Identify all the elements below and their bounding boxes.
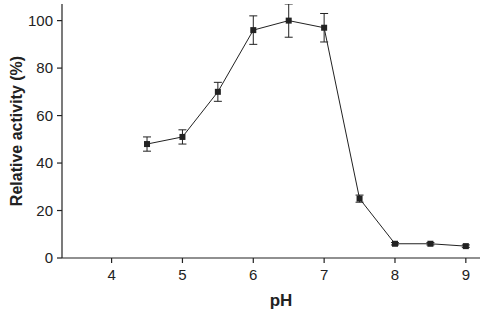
- marker: [463, 243, 469, 249]
- x-tick-label: 8: [391, 266, 399, 283]
- y-axis: [61, 4, 62, 258]
- y-tick-label: 0: [45, 249, 53, 266]
- error-bar: [143, 137, 151, 151]
- y-tick-label: 20: [36, 202, 53, 219]
- marker: [357, 196, 363, 202]
- y-tick-label: 100: [28, 12, 53, 29]
- x-axis-label: pH: [270, 291, 293, 310]
- y-tick-label: 80: [36, 59, 53, 76]
- error-bar: [285, 4, 293, 37]
- marker: [286, 18, 292, 24]
- marker: [427, 241, 433, 247]
- y-tick: [57, 67, 62, 68]
- x-tick-label: 9: [462, 266, 470, 283]
- error-bar: [214, 82, 222, 101]
- error-bar: [320, 13, 328, 41]
- x-tick: [111, 258, 112, 263]
- y-tick: [57, 257, 62, 258]
- chart: 0 20 40 60 80 100 4 5 6 7 8 9 pH Relative activity (%…: [0, 0, 500, 320]
- error-bar: [178, 130, 186, 144]
- x-tick: [465, 258, 466, 263]
- x-axis: [62, 257, 480, 258]
- marker: [179, 134, 185, 140]
- y-tick-label: 60: [36, 107, 53, 124]
- y-tick: [57, 115, 62, 116]
- y-tick: [57, 162, 62, 163]
- x-tick: [253, 258, 254, 263]
- marker: [144, 141, 150, 147]
- marker: [392, 241, 398, 247]
- y-axis-label: Relative activity (%): [8, 56, 25, 206]
- error-bar: [249, 16, 257, 44]
- plot-area: [143, 4, 470, 249]
- marker: [215, 89, 221, 95]
- series-line: [147, 21, 466, 247]
- x-tick: [324, 258, 325, 263]
- y-tick-label: 40: [36, 154, 53, 171]
- y-tick: [57, 20, 62, 21]
- x-tick-label: 4: [107, 266, 115, 283]
- x-tick: [182, 258, 183, 263]
- marker: [321, 25, 327, 31]
- error-bar: [356, 195, 364, 202]
- x-tick-label: 6: [249, 266, 257, 283]
- x-tick: [394, 258, 395, 263]
- y-tick: [57, 210, 62, 211]
- x-tick-label: 5: [178, 266, 186, 283]
- marker: [250, 27, 256, 33]
- x-tick-label: 7: [320, 266, 328, 283]
